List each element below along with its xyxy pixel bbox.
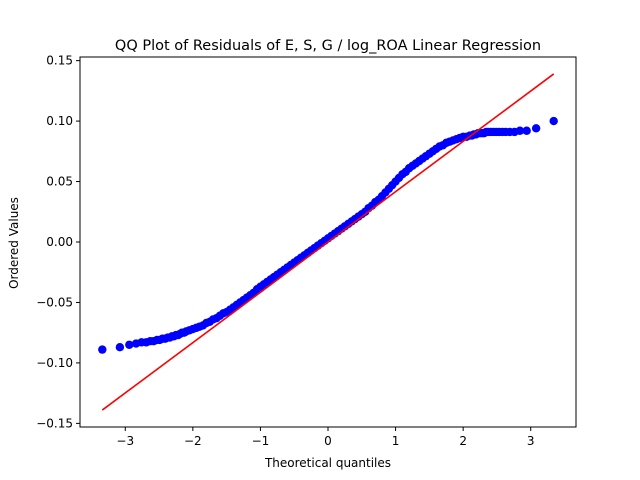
- y-axis-label: Ordered Values: [7, 197, 21, 289]
- x-tick-label: −1: [252, 434, 270, 448]
- y-tick-label: 0.15: [46, 54, 73, 68]
- chart-title: QQ Plot of Residuals of E, S, G / log_RO…: [115, 38, 541, 54]
- y-tick-label: 0.10: [46, 114, 73, 128]
- reference-line: [101, 73, 555, 411]
- data-point: [522, 126, 531, 135]
- data-point: [549, 116, 558, 126]
- x-tick-label: 2: [459, 434, 467, 448]
- x-tick-label: −2: [184, 434, 202, 448]
- y-tick-label: −0.15: [36, 416, 73, 430]
- x-tick-label: 1: [392, 434, 400, 448]
- x-tick-label: 0: [324, 434, 332, 448]
- x-tick-label: −3: [116, 434, 134, 448]
- data-point: [515, 126, 525, 135]
- y-tick-label: 0.00: [46, 235, 73, 249]
- y-tick-label: −0.10: [36, 356, 73, 370]
- y-axis-ticks: −0.15 −0.10 −0.05 0.00 0.05 0.10 0.15: [36, 54, 80, 430]
- x-axis-label: Theoretical quantiles: [264, 456, 391, 470]
- plot-area: [98, 73, 558, 411]
- data-point: [125, 340, 134, 349]
- y-tick-label: −0.05: [36, 295, 73, 309]
- data-point: [531, 124, 541, 133]
- x-tick-label: 3: [527, 434, 535, 448]
- plot-frame: [79, 56, 577, 428]
- y-tick-label: 0.05: [46, 175, 73, 189]
- data-point: [115, 343, 125, 352]
- x-axis-ticks: −3 −2 −1 0 1 2 3: [116, 427, 535, 448]
- data-point: [98, 345, 107, 354]
